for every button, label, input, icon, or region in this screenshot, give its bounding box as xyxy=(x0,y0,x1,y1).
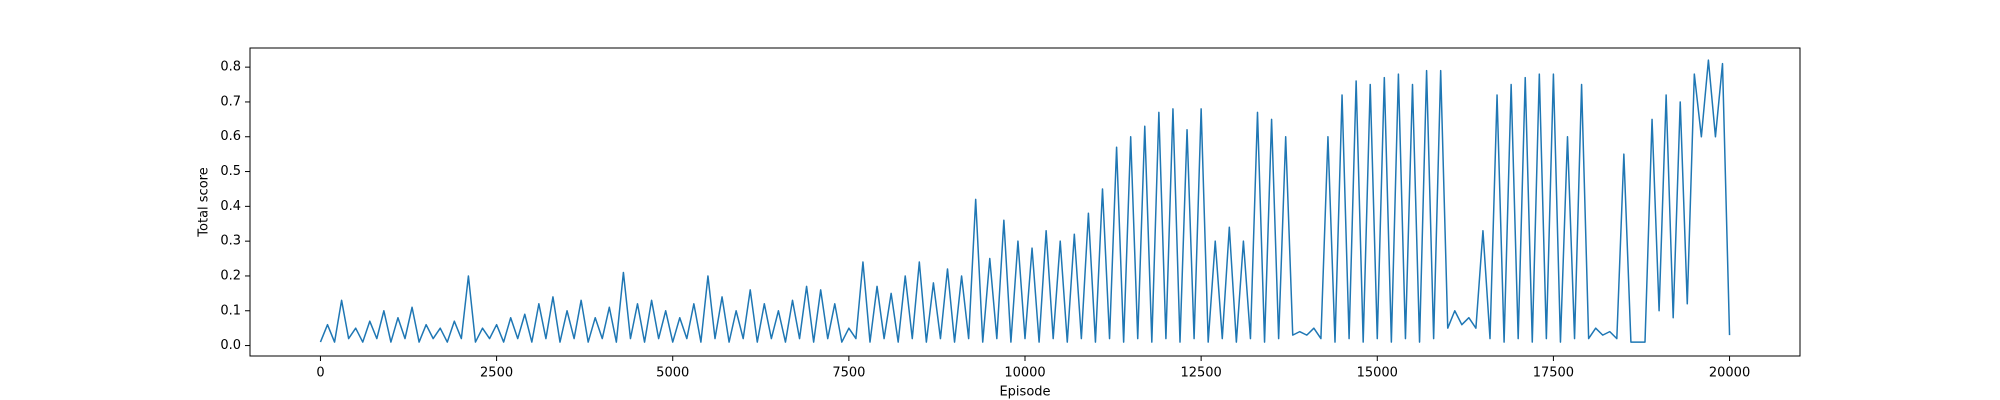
x-tick-label: 20000 xyxy=(1709,366,1750,381)
y-tick-label: 0.3 xyxy=(220,234,241,249)
y-tick-label: 0.5 xyxy=(220,164,241,179)
y-tick-label: 0.2 xyxy=(220,268,241,283)
data-line xyxy=(319,59,1731,343)
x-tick-label: 17500 xyxy=(1533,366,1574,381)
y-tick-label: 0.0 xyxy=(220,338,241,353)
x-tick-label: 7500 xyxy=(832,366,865,381)
x-tick-label: 15000 xyxy=(1357,366,1398,381)
y-tick-label: 0.8 xyxy=(220,60,241,75)
x-axis-label: Episode xyxy=(999,385,1050,400)
y-tick-label: 0.1 xyxy=(220,303,241,318)
x-tick-label: 5000 xyxy=(656,366,689,381)
x-tick-label: 12500 xyxy=(1180,366,1221,381)
x-tick-label: 2500 xyxy=(480,366,513,381)
y-tick-label: 0.6 xyxy=(220,129,241,144)
axes-frame xyxy=(249,47,1801,357)
x-tick-label: 0 xyxy=(316,366,324,381)
y-axis-label: Total score xyxy=(197,167,212,237)
y-tick-label: 0.7 xyxy=(220,94,241,109)
x-tick-label: 10000 xyxy=(1004,366,1045,381)
y-tick-label: 0.4 xyxy=(220,199,241,214)
